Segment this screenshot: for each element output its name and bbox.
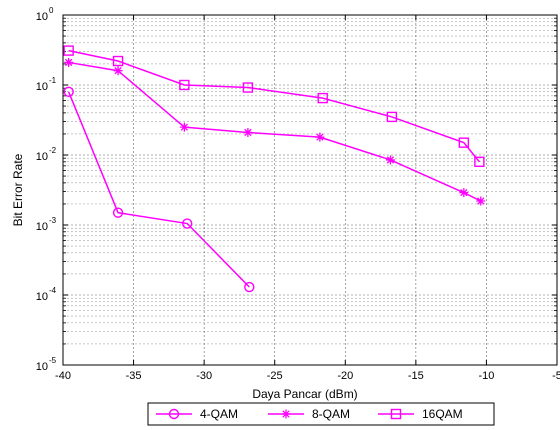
legend-marker	[390, 408, 402, 420]
y-tick-label: 10-2	[36, 146, 57, 163]
plot-background	[63, 15, 557, 365]
y-tick-label: 10-4	[36, 286, 57, 303]
svg-text:10: 10	[36, 361, 48, 373]
svg-text:10: 10	[36, 11, 48, 23]
data-point	[244, 281, 255, 293]
legend-item: 8-QAM	[268, 407, 350, 421]
data-point	[112, 207, 124, 218]
legend-item: 4-QAM	[156, 407, 238, 421]
x-axis-label: Daya Pancar (dBm)	[252, 387, 357, 401]
series-line	[67, 91, 250, 288]
series-line	[68, 61, 482, 202]
svg-text:-3: -3	[49, 216, 57, 225]
legend: 4-QAM 8-QAM 16QAM	[147, 402, 495, 426]
legend-marker	[168, 408, 180, 420]
data-point	[317, 92, 328, 104]
data-point	[63, 45, 74, 56]
tick-labels: -40 -35 -30 -25 -20 -15 -10 -510010-110-210-310…	[36, 6, 560, 382]
x-tick-label: -30	[196, 370, 212, 382]
series-line	[68, 49, 480, 163]
data-point	[63, 86, 74, 97]
legend-label: 4-QAM	[200, 407, 238, 421]
legend-item: 16QAM	[378, 407, 463, 421]
data-point	[64, 57, 74, 67]
legend-label: 16QAM	[422, 407, 463, 421]
svg-text:10: 10	[36, 151, 48, 163]
y-axis-label: Bit Error Rate	[11, 153, 25, 226]
x-tick-label: -15	[408, 370, 424, 382]
svg-text:-1: -1	[49, 76, 57, 85]
x-tick-label: -25	[267, 370, 283, 382]
series-2	[63, 45, 485, 167]
svg-text:-4: -4	[49, 286, 57, 295]
y-tick-label: 10-1	[36, 76, 57, 93]
data-point	[474, 156, 485, 167]
svg-text:10: 10	[36, 81, 48, 93]
legend-label: 8-QAM	[312, 407, 350, 421]
svg-text:0: 0	[49, 6, 54, 15]
series-1	[64, 57, 486, 206]
data-point	[459, 188, 469, 198]
y-tick-label: 10-3	[36, 216, 57, 233]
y-tick-label: 10-5	[36, 356, 57, 373]
x-tick-label: -5	[552, 370, 560, 382]
data-point	[476, 196, 486, 206]
data-point	[112, 55, 124, 67]
plot-frame	[62, 14, 558, 366]
legend-box	[147, 402, 495, 426]
y-tick-label: 100	[36, 6, 54, 23]
x-tick-label: -40	[55, 370, 71, 382]
data-point	[458, 137, 470, 148]
legend-marker	[281, 409, 291, 419]
data-point	[242, 82, 254, 93]
data-point	[385, 155, 395, 165]
data-point	[243, 127, 253, 137]
data-point	[179, 79, 190, 91]
svg-text:10: 10	[36, 291, 48, 303]
svg-text:-5: -5	[49, 356, 57, 365]
data-point	[113, 66, 123, 76]
x-tick-label: -20	[337, 370, 353, 382]
svg-text:-2: -2	[49, 146, 57, 155]
x-tick-label: -10	[478, 370, 494, 382]
data-point	[179, 122, 189, 132]
series-0	[63, 86, 255, 293]
data-point	[315, 132, 325, 142]
series-layer	[63, 45, 486, 293]
data-point	[182, 218, 193, 229]
x-tick-label: -35	[126, 370, 142, 382]
svg-text:10: 10	[36, 221, 48, 233]
data-point	[386, 111, 398, 123]
